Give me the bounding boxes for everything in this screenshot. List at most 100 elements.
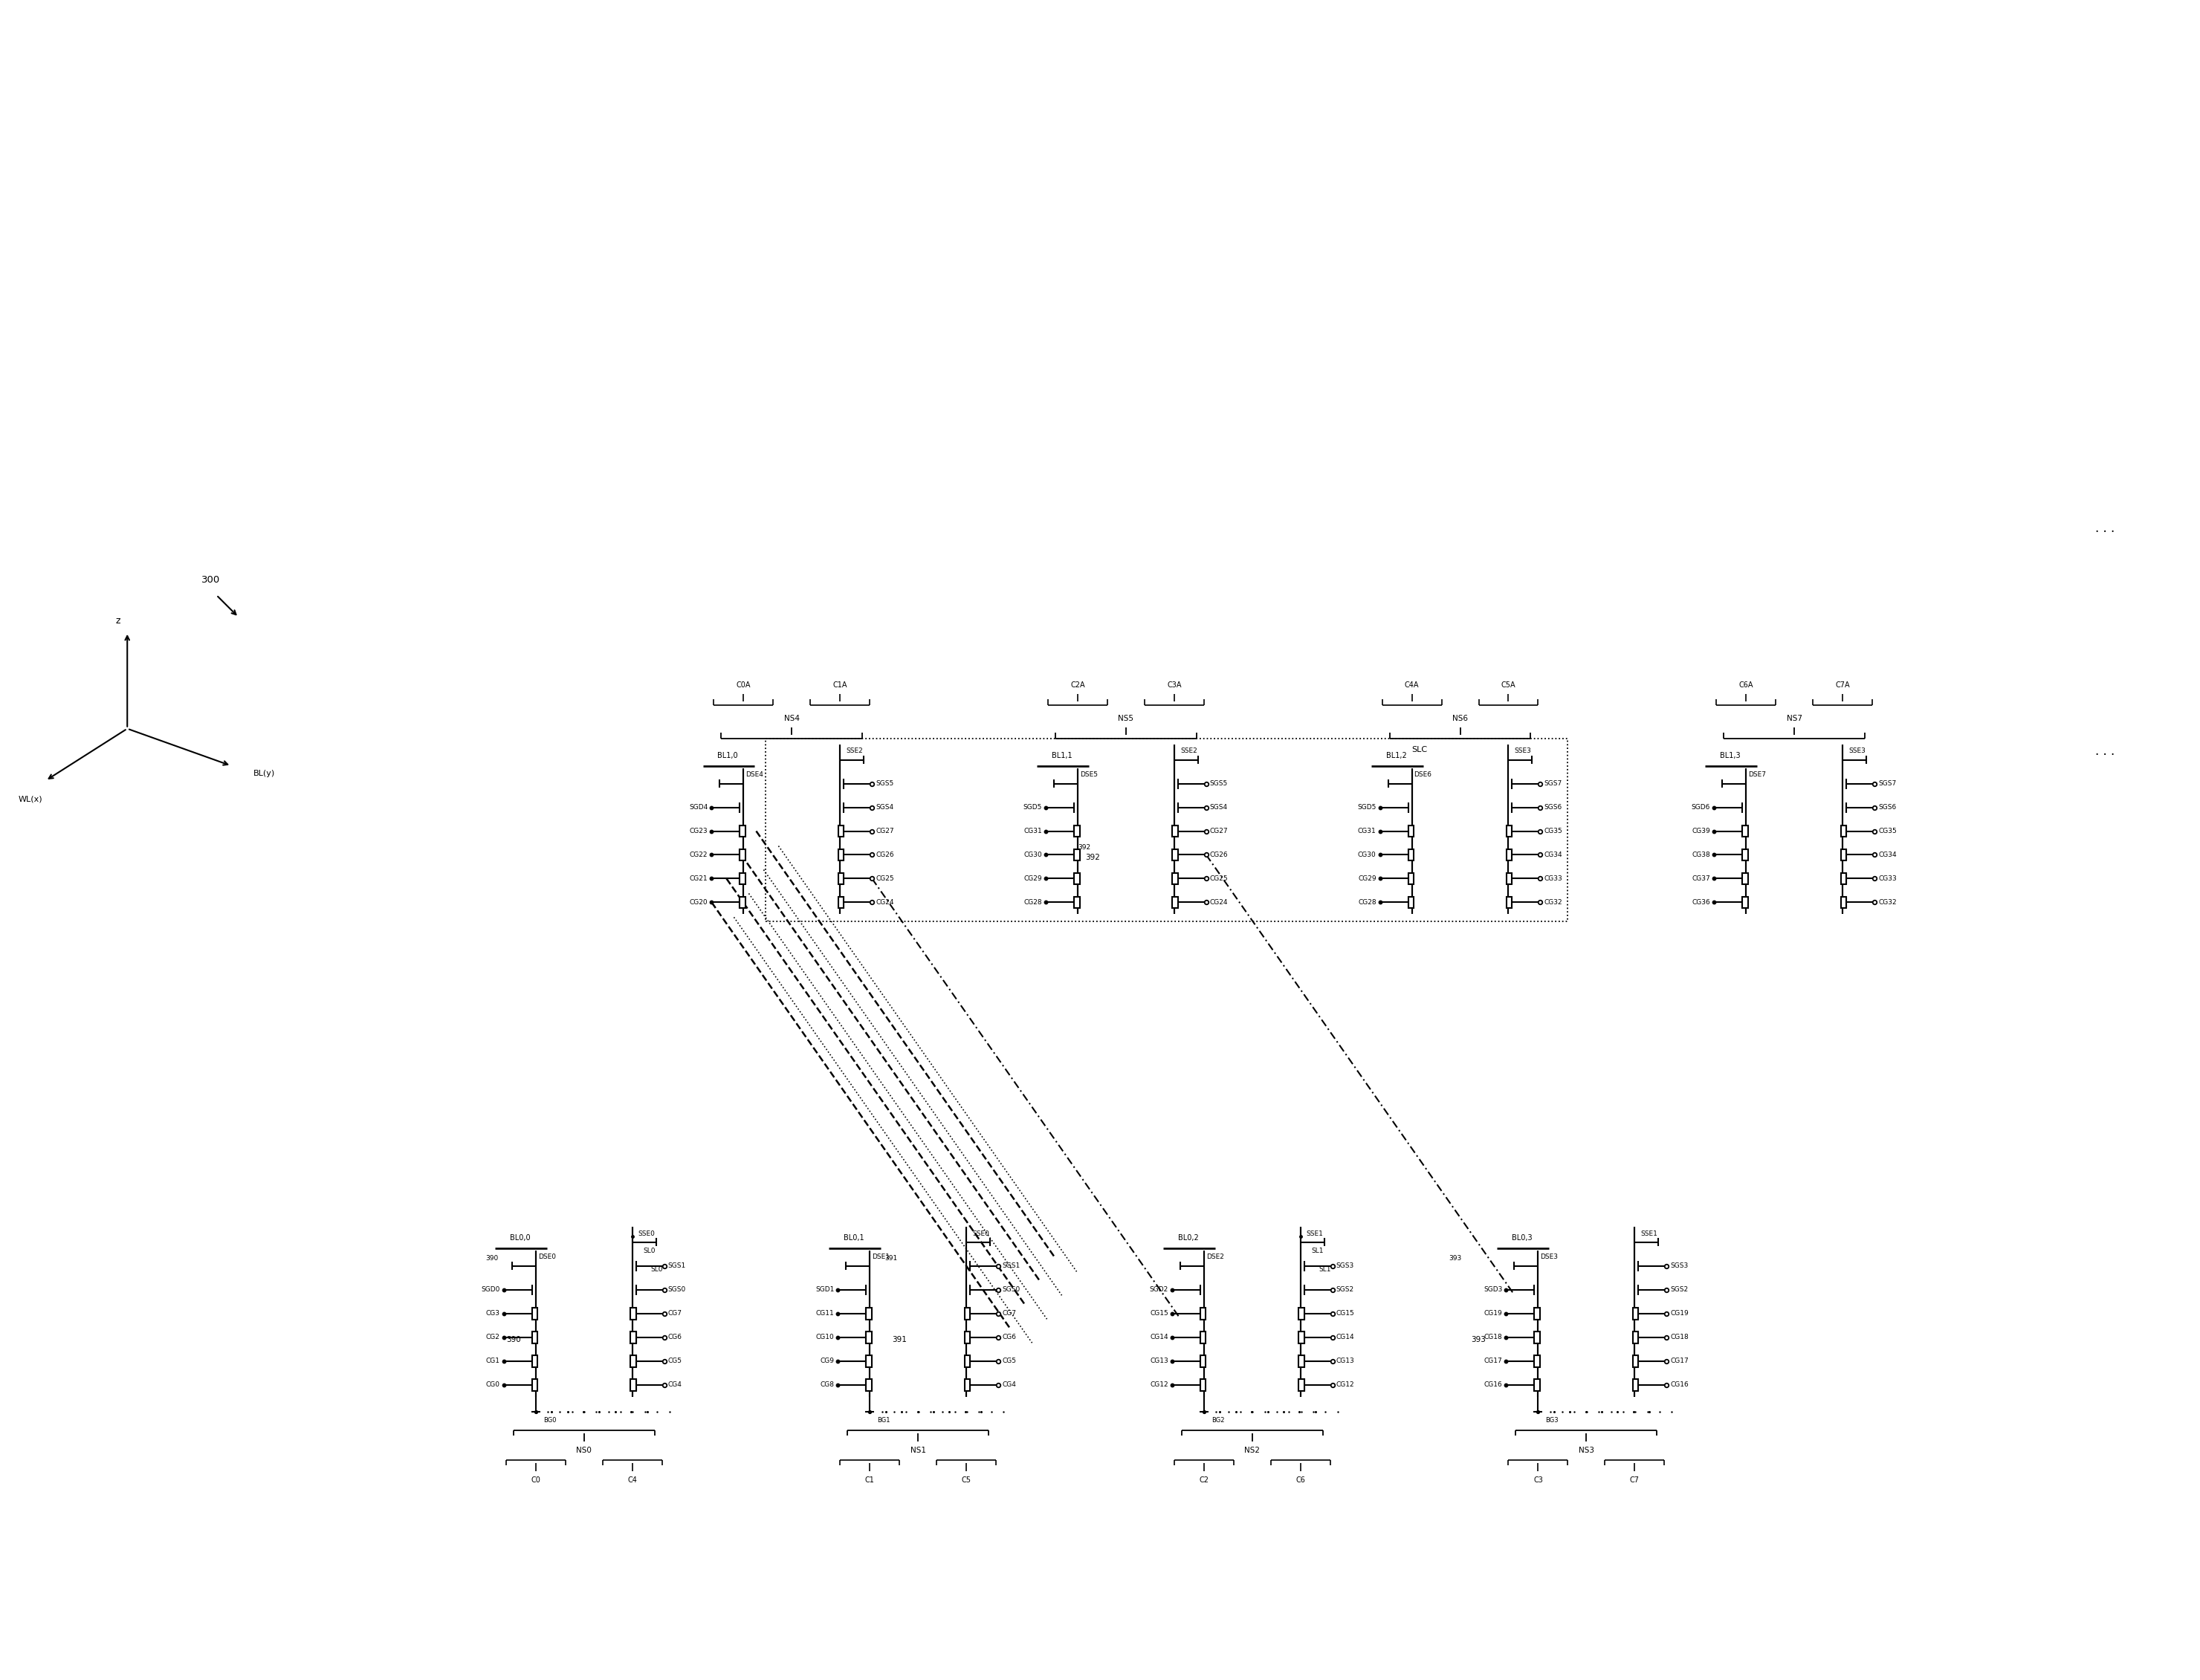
Bar	[1173, 897, 1177, 909]
Text: CG33: CG33	[1879, 875, 1896, 882]
Text: DSE6: DSE6	[1415, 771, 1432, 778]
Bar	[867, 1332, 871, 1342]
Text: CG17: CG17	[1670, 1357, 1690, 1364]
Bar	[1742, 848, 1747, 860]
Text: DSE7: DSE7	[1749, 771, 1767, 778]
Bar	[1841, 848, 1846, 860]
Text: CG18: CG18	[1670, 1334, 1690, 1341]
Bar	[964, 1307, 970, 1319]
Bar	[1298, 1356, 1305, 1368]
Text: SGS5: SGS5	[1210, 780, 1228, 786]
Text: CG22: CG22	[691, 852, 708, 858]
Bar	[867, 1356, 871, 1368]
Text: CG31: CG31	[1357, 828, 1377, 835]
Bar	[739, 848, 746, 860]
Text: CG9: CG9	[821, 1357, 834, 1364]
Text: SGS3: SGS3	[1335, 1263, 1355, 1270]
Bar	[1074, 848, 1080, 860]
Text: BL1,2: BL1,2	[1386, 751, 1406, 759]
Text: CG31: CG31	[1023, 828, 1043, 835]
Text: CG4: CG4	[669, 1381, 682, 1388]
Text: CG18: CG18	[1485, 1334, 1503, 1341]
Bar	[1533, 1307, 1540, 1319]
Bar	[838, 848, 845, 860]
Text: CG32: CG32	[1544, 899, 1562, 906]
Text: SGD1: SGD1	[816, 1287, 834, 1294]
Text: SGS1: SGS1	[669, 1263, 686, 1270]
Text: SSE0: SSE0	[638, 1230, 656, 1236]
Text: BL0,0: BL0,0	[510, 1235, 530, 1242]
Text: 390: 390	[486, 1255, 499, 1262]
Text: CG8: CG8	[821, 1381, 834, 1388]
Text: CG29: CG29	[1357, 875, 1377, 882]
Text: 390: 390	[506, 1336, 521, 1344]
Text: CG35: CG35	[1879, 828, 1896, 835]
Text: SGS7: SGS7	[1879, 780, 1896, 786]
Text: NS0: NS0	[576, 1446, 592, 1453]
Text: SSE1: SSE1	[1307, 1230, 1324, 1236]
Text: SGD4: SGD4	[689, 805, 708, 811]
Text: CG4: CG4	[1001, 1381, 1016, 1388]
Text: C5A: C5A	[1500, 680, 1516, 689]
Text: CG28: CG28	[1023, 899, 1043, 906]
Bar	[631, 1307, 636, 1319]
Bar	[1841, 825, 1846, 837]
Text: CG30: CG30	[1357, 852, 1377, 858]
Text: CG3: CG3	[486, 1310, 499, 1317]
Text: CG27: CG27	[876, 828, 893, 835]
Bar	[739, 874, 746, 884]
Bar	[739, 897, 746, 909]
Text: DSE2: DSE2	[1206, 1253, 1223, 1260]
Text: C2A: C2A	[1071, 680, 1085, 689]
Bar	[1201, 1379, 1206, 1391]
Text: CG29: CG29	[1023, 875, 1043, 882]
Text: C7A: C7A	[1835, 680, 1850, 689]
Text: BL1,1: BL1,1	[1052, 751, 1071, 759]
Text: CG7: CG7	[669, 1310, 682, 1317]
Text: SGS6: SGS6	[1879, 805, 1896, 811]
Text: DSE3: DSE3	[1540, 1253, 1558, 1260]
Bar	[1632, 1356, 1639, 1368]
Text: NS7: NS7	[1786, 714, 1802, 722]
Text: SGS0: SGS0	[669, 1287, 686, 1294]
Text: SSE2: SSE2	[847, 748, 862, 754]
Text: NS5: NS5	[1118, 714, 1133, 722]
Text: BL1,3: BL1,3	[1720, 751, 1740, 759]
Bar	[1841, 874, 1846, 884]
Text: NS1: NS1	[911, 1446, 926, 1453]
Bar	[1742, 874, 1747, 884]
Bar	[964, 1356, 970, 1368]
Text: CG13: CG13	[1151, 1357, 1168, 1364]
Bar	[838, 825, 845, 837]
Text: DSE5: DSE5	[1080, 771, 1098, 778]
Text: CG2: CG2	[486, 1334, 499, 1341]
Text: CG1: CG1	[486, 1357, 499, 1364]
Text: CG0: CG0	[486, 1381, 499, 1388]
Text: 300: 300	[202, 575, 220, 585]
Text: CG34: CG34	[1544, 852, 1562, 858]
Text: NS6: NS6	[1452, 714, 1467, 722]
Text: CG17: CG17	[1485, 1357, 1503, 1364]
Text: SGD2: SGD2	[1151, 1287, 1168, 1294]
Bar	[1074, 897, 1080, 909]
Bar	[532, 1307, 537, 1319]
Text: CG24: CG24	[876, 899, 893, 906]
Text: SGS5: SGS5	[876, 780, 893, 786]
Text: CG30: CG30	[1023, 852, 1043, 858]
Text: CG16: CG16	[1485, 1381, 1503, 1388]
Text: SGS6: SGS6	[1544, 805, 1562, 811]
Text: CG26: CG26	[876, 852, 893, 858]
Bar	[1173, 848, 1177, 860]
Text: SGD5: SGD5	[1023, 805, 1043, 811]
Bar	[1507, 848, 1511, 860]
Bar	[631, 1356, 636, 1368]
Bar	[1533, 1379, 1540, 1391]
Text: z: z	[117, 617, 121, 627]
Bar	[1298, 1307, 1305, 1319]
Bar	[739, 825, 746, 837]
Text: CG23: CG23	[689, 828, 708, 835]
Bar	[838, 897, 845, 909]
Bar	[1408, 848, 1415, 860]
Text: C7: C7	[1630, 1477, 1639, 1483]
Text: SGS1: SGS1	[1001, 1263, 1021, 1270]
